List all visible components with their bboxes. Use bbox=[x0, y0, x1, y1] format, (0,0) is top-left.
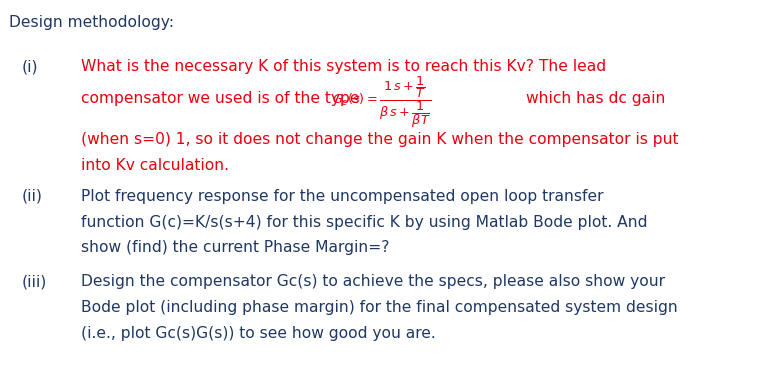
Text: Plot frequency response for the uncompensated open loop transfer: Plot frequency response for the uncompen… bbox=[81, 189, 603, 203]
Text: (i): (i) bbox=[22, 59, 38, 74]
Text: (ii): (ii) bbox=[22, 189, 42, 203]
Text: (iii): (iii) bbox=[22, 274, 47, 289]
Text: (when s=0) 1, so it does not change the gain K when the compensator is put: (when s=0) 1, so it does not change the … bbox=[81, 131, 678, 147]
Text: show (find) the current Phase Margin=?: show (find) the current Phase Margin=? bbox=[81, 240, 389, 255]
Text: Bode plot (including phase margin) for the final compensated system design: Bode plot (including phase margin) for t… bbox=[81, 300, 677, 315]
Text: compensator we used is of the type: compensator we used is of the type bbox=[81, 91, 359, 106]
Text: Design methodology:: Design methodology: bbox=[9, 15, 174, 30]
Text: function G(c)=K/s(s+4) for this specific K by using Matlab Bode plot. And: function G(c)=K/s(s+4) for this specific… bbox=[81, 215, 647, 229]
Text: (i.e., plot Gc(s)G(s)) to see how good you are.: (i.e., plot Gc(s)G(s)) to see how good y… bbox=[81, 326, 435, 341]
Text: $G_c(s) = \dfrac{1\,s+\dfrac{1}{T}}{\beta\,s+\dfrac{1}{\beta T}}$: $G_c(s) = \dfrac{1\,s+\dfrac{1}{T}}{\bet… bbox=[332, 74, 431, 130]
Text: Design the compensator Gc(s) to achieve the specs, please also show your: Design the compensator Gc(s) to achieve … bbox=[81, 274, 664, 289]
Text: What is the necessary K of this system is to reach this Kv? The lead: What is the necessary K of this system i… bbox=[81, 59, 606, 74]
Text: which has dc gain: which has dc gain bbox=[526, 91, 665, 106]
Text: into Kv calculation.: into Kv calculation. bbox=[81, 157, 229, 173]
